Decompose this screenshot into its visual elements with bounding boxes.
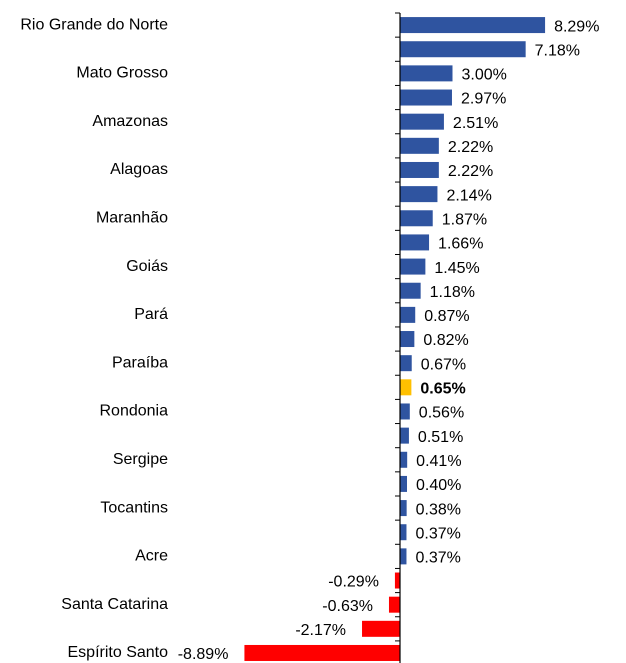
value-label: 0.40% [416,477,461,494]
bar [400,379,412,396]
value-label: 2.22% [448,139,493,156]
bar [400,17,546,34]
value-label: 2.51% [453,115,498,132]
category-label: Espírito Santo [68,644,169,661]
bar [400,306,416,323]
bar [400,524,407,541]
bar [400,403,410,420]
bar [400,113,444,130]
bar [400,500,407,517]
bar [388,596,400,613]
value-label: 3.00% [462,67,507,84]
value-label: -0.29% [328,574,379,591]
bar [244,644,400,661]
value-label: 7.18% [535,42,580,59]
value-label: 0.51% [418,429,463,446]
bar [400,89,452,106]
bar [400,331,415,348]
category-label: Santa Catarina [61,596,168,613]
bar [400,427,409,444]
value-label: 1.66% [438,236,483,253]
category-label: Alagoas [110,161,168,178]
value-label: 1.45% [434,260,479,277]
bar [400,186,438,203]
bar [400,210,433,227]
category-label: Goiás [126,258,168,275]
value-label: 2.22% [448,163,493,180]
value-label: 1.18% [430,284,475,301]
bar [362,620,400,637]
category-label: Paraíba [112,354,168,371]
bar [400,41,526,58]
value-label: 0.37% [415,550,460,567]
bar [400,355,412,372]
category-label: Sergipe [113,451,168,468]
category-label: Amazonas [92,113,168,130]
category-label: Maranhão [96,209,168,226]
bar [400,234,430,251]
category-label: Rondonia [100,403,169,420]
bar [394,572,400,589]
value-label: 0.56% [419,405,464,422]
bar [400,475,407,492]
category-label: Pará [134,306,168,323]
value-label: 0.82% [423,332,468,349]
bar [400,548,407,565]
bar [400,451,408,468]
value-label: 0.87% [424,308,469,325]
bar [400,282,421,299]
value-label: 0.41% [416,453,461,470]
value-label: -0.63% [322,598,373,615]
value-label: -2.17% [295,622,346,639]
value-label: 2.14% [446,187,491,204]
bar [400,258,426,275]
value-label: 2.97% [461,91,506,108]
value-label: 0.37% [415,525,460,542]
value-label: 0.38% [416,501,461,518]
value-label: -8.89% [178,646,229,663]
bar [400,137,439,154]
category-label: Rio Grande do Norte [20,16,168,33]
value-label: 0.65% [420,381,465,398]
bar [400,65,453,82]
category-label: Acre [135,548,168,565]
category-label: Mato Grosso [76,65,168,82]
value-label: 0.67% [421,356,466,373]
bar [400,161,439,178]
value-label: 1.87% [442,211,487,228]
category-label: Tocantins [100,499,168,516]
value-label: 8.29% [554,18,599,35]
